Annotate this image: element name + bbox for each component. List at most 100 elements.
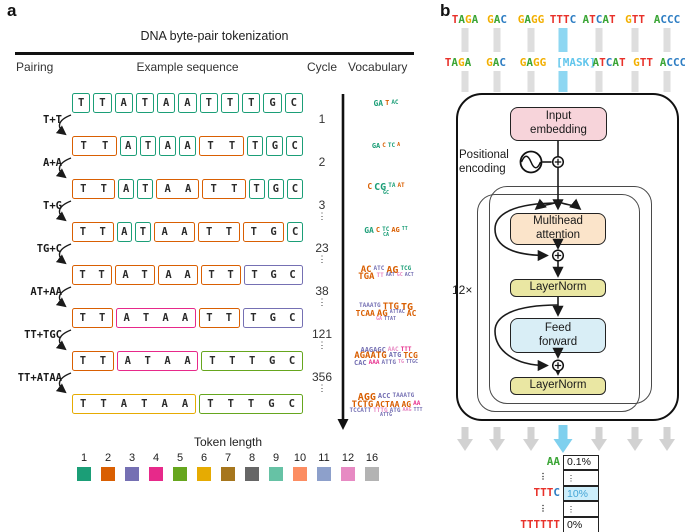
token-char: A: [163, 97, 170, 109]
prediction-token: TTTC: [505, 487, 563, 498]
token-char: G: [270, 269, 277, 281]
token-char: A: [161, 398, 168, 410]
token-char: T: [206, 226, 213, 238]
output-arrow-head: [489, 439, 505, 451]
token-box: C: [286, 136, 304, 156]
legend-item: 7: [220, 452, 236, 481]
legend-color-swatch: [173, 467, 187, 481]
wordcloud-token: TTGC: [405, 358, 419, 365]
legend-item: 6: [196, 452, 212, 481]
token-char: A: [124, 355, 131, 367]
token-char: A: [122, 269, 129, 281]
token-char: T: [225, 226, 233, 238]
legend-item: 8: [244, 452, 260, 481]
token-char: T: [249, 355, 256, 367]
wordcloud-token: AG: [376, 309, 388, 320]
dna-base: C: [500, 13, 507, 26]
wordcloud-token: GA: [364, 225, 374, 235]
prediction-probability: 10%: [563, 485, 599, 502]
dna-base: A: [582, 13, 590, 26]
legend-length-label: 3: [128, 452, 136, 464]
token-connector-bar: [493, 71, 501, 92]
token-box: T: [242, 93, 261, 113]
token-char: A: [164, 355, 171, 367]
token-char: G: [268, 355, 276, 367]
legend-color-swatch: [341, 467, 355, 481]
dna-token: GTT: [633, 56, 653, 69]
wordcloud-token: TGA: [358, 272, 375, 283]
token-char: T: [141, 398, 148, 410]
token-connector-bar: [595, 28, 603, 52]
wordcloud-token: TA: [388, 182, 396, 190]
wordcloud-token: ATTG: [379, 411, 393, 418]
output-arrow: [631, 427, 639, 440]
output-arrow-head: [457, 439, 473, 451]
dna-base: C: [667, 13, 674, 26]
token-char: A: [121, 226, 128, 238]
legend-length-label: 6: [200, 452, 208, 464]
panel-b-label: b: [440, 1, 451, 20]
token-connector-bar: [527, 71, 535, 92]
pairing-label: TG+C: [36, 243, 62, 255]
token-char: T: [79, 312, 86, 324]
legend-color-swatch: [77, 467, 91, 481]
token-char: T: [80, 140, 87, 152]
encoder-stack-back: [489, 186, 652, 404]
legend-color-swatch: [125, 467, 139, 481]
legend-title: Token length: [193, 435, 263, 449]
dna-base: G: [487, 13, 494, 26]
input-embedding-box: Input embedding: [510, 107, 607, 141]
wordcloud-token: AAG: [402, 407, 412, 414]
cycle-ellipsis: ⋮: [317, 211, 327, 221]
dna-token: ATCAT: [592, 56, 625, 69]
legend-length-label: 8: [248, 452, 256, 464]
vocabulary-wordcloud: GA T AC: [366, 92, 406, 116]
token-box: C: [284, 93, 303, 113]
feed-forward-box: Feed forward: [510, 318, 606, 353]
dna-base: T: [540, 486, 547, 500]
wordcloud-token: AGG: [357, 392, 376, 404]
dna-base: A: [492, 56, 500, 69]
token-box: T: [135, 93, 155, 113]
wordcloud-token: T: [385, 98, 390, 107]
dna-token: GTT: [625, 13, 645, 26]
legend-item: 16: [364, 452, 380, 481]
legend-length-label: 10: [293, 452, 307, 464]
pairing-label: T+T: [43, 114, 62, 126]
token-char: T: [207, 140, 214, 152]
wordcloud-token: TG: [397, 358, 404, 365]
vocabulary-wordcloud: GA C TC A: [366, 135, 406, 159]
dna-base: G: [625, 13, 632, 26]
masked-output-arrow: [558, 425, 568, 440]
token-char: T: [79, 226, 87, 238]
dna-base: T: [533, 486, 541, 500]
pairing-label: A+A: [43, 157, 62, 169]
token-char: A: [162, 312, 169, 324]
legend-color-swatch: [269, 467, 283, 481]
mask-token: [MASK]: [556, 56, 596, 69]
token-box: A: [179, 136, 196, 156]
dna-base: A: [458, 13, 465, 26]
dna-base: G: [519, 56, 527, 69]
transformer-model-box: [456, 93, 679, 421]
wordcloud-token: AAA: [368, 358, 380, 366]
wordcloud-token: CAC: [353, 358, 367, 367]
token-char: T: [100, 183, 107, 195]
token-char: A: [120, 398, 128, 410]
dna-base: T: [549, 13, 557, 26]
token-char: G: [269, 312, 276, 324]
dna-base: C: [673, 56, 680, 69]
dna-base: C: [595, 13, 603, 26]
dna-base: T: [589, 13, 596, 26]
token-connector-bar: [595, 71, 603, 92]
token-char: T: [226, 97, 234, 109]
token-char: T: [227, 269, 234, 281]
token-box: C: [286, 179, 303, 199]
